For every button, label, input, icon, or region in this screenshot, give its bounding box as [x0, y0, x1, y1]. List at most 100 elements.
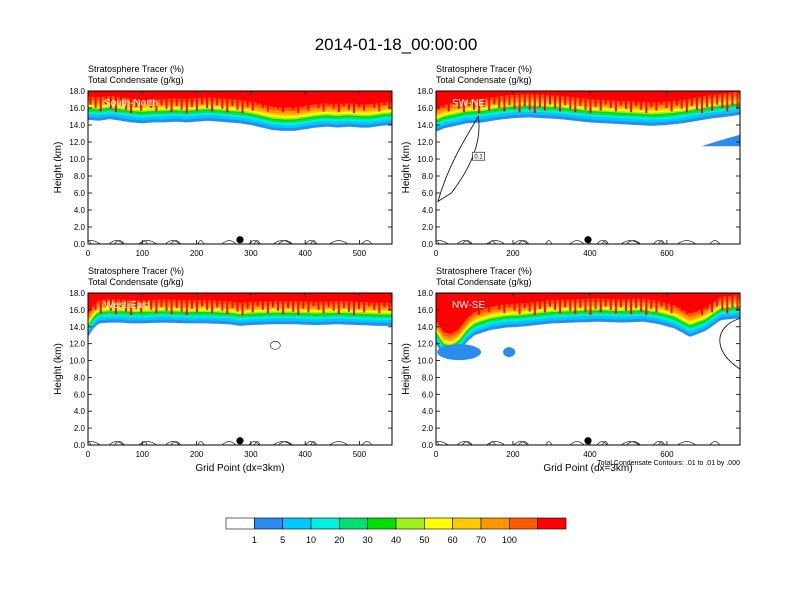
y-tick-label: 18.0: [69, 289, 85, 298]
colorbar-label: 20: [334, 535, 344, 545]
y-tick-label: 8.0: [422, 373, 434, 382]
y-tick-label: 12.0: [69, 340, 85, 349]
plot-area: [88, 91, 392, 244]
colorbar-label: 1: [252, 535, 257, 545]
colorbar-label: 30: [363, 535, 373, 545]
y-tick-label: 10.0: [417, 155, 433, 164]
y-tick-label: 8.0: [74, 172, 86, 181]
center-marker: [584, 236, 592, 244]
colorbar-swatch-9: [480, 517, 510, 530]
header-tracer: Stratosphere Tracer (%): [88, 266, 184, 276]
x-tick-label: 400: [298, 249, 312, 258]
y-tick-label: 6.0: [422, 189, 434, 198]
x-tick-label: 600: [660, 249, 674, 258]
y-axis-label: Height (km): [53, 142, 64, 194]
colorbar-label: 40: [391, 535, 401, 545]
cross-section-label: West-East: [104, 300, 150, 311]
colorbar-swatch-10: [509, 517, 538, 530]
y-tick-label: 8.0: [74, 373, 86, 382]
y-tick-label: 2.0: [74, 424, 86, 433]
figure-title: 2014-01-18_00:00:00: [315, 35, 478, 54]
x-tick-label: 400: [583, 450, 597, 459]
condensate-contours: [436, 441, 721, 445]
tracer-band-10: [88, 91, 392, 108]
panel-west-east: 0.0 2.0 4.0 6.0 8.0 10.0 12.0 14.0 16.0 18.0 0 100 2…: [53, 266, 393, 474]
y-tick-label: 12.0: [69, 138, 85, 147]
y-tick-label: 0.0: [74, 441, 86, 450]
x-tick-label: 0: [86, 249, 91, 258]
header-condensate: Total Condensate (g/kg): [88, 75, 184, 85]
x-tick-label: 200: [190, 450, 204, 459]
condensate-contours: [436, 240, 721, 244]
plot-frame: [435, 292, 741, 446]
colorbar-swatch-11: [537, 517, 567, 530]
y-tick-label: 2.0: [422, 223, 434, 232]
tracer-streaks: [89, 91, 391, 114]
y-tick-label: 0.0: [422, 441, 434, 450]
colorbar-swatch-4: [339, 517, 368, 530]
plot-frame: [435, 90, 741, 245]
plot-area: 0.1: [436, 91, 740, 244]
x-tick-label: 0: [434, 450, 439, 459]
x-tick-label: 0: [434, 249, 439, 258]
y-tick-label: 18.0: [69, 87, 85, 96]
colorbar-swatch-5: [367, 517, 397, 530]
tracer-band-10: [88, 293, 392, 314]
tracer-intrusion: [437, 344, 482, 361]
x-tick-label: 500: [353, 450, 367, 459]
y-tick-label: 6.0: [74, 189, 86, 198]
y-tick-label: 0.0: [74, 240, 86, 249]
y-tick-label: 4.0: [74, 206, 86, 215]
y-tick-label: 14.0: [69, 323, 85, 332]
contour-label-box: [472, 151, 485, 161]
y-tick-label: 4.0: [74, 407, 86, 416]
y-tick-label: 8.0: [422, 172, 434, 181]
x-tick-label: 200: [506, 249, 520, 258]
condensate-contour-large: [719, 317, 740, 370]
tracer-band-10: [436, 91, 740, 109]
condensate-contour-large: [437, 115, 480, 203]
center-marker: [236, 437, 244, 445]
tracer-band-9: [436, 293, 740, 338]
y-tick-label: 10.0: [417, 357, 433, 366]
plot-area: [436, 293, 740, 445]
y-tick-label: 14.0: [417, 323, 433, 332]
y-tick-label: 18.0: [417, 87, 433, 96]
colorbar-label: 50: [419, 535, 429, 545]
x-tick-label: 100: [136, 249, 150, 258]
colorbar-swatch-1: [254, 517, 283, 530]
colorbar-label: 60: [448, 535, 458, 545]
x-axis-label: Grid Point (dx=3km): [195, 463, 284, 474]
x-tick-label: 300: [244, 249, 258, 258]
y-tick-label: 12.0: [417, 340, 433, 349]
y-tick-label: 16.0: [417, 306, 433, 315]
y-tick-label: 0.0: [422, 240, 434, 249]
colorbar: 1 5 10 20 30 40 50 60 70 100: [225, 517, 567, 545]
tracer-streaks: [89, 293, 391, 315]
tracer-intrusion-small: [503, 347, 516, 358]
y-tick-label: 14.0: [69, 121, 85, 130]
y-tick-label: 6.0: [74, 390, 86, 399]
y-tick-label: 12.0: [417, 138, 433, 147]
x-axis-label: Grid Point (dx=3km): [543, 463, 632, 474]
cross-section-label: South-North: [104, 98, 158, 109]
y-tick-label: 2.0: [74, 223, 86, 232]
y-tick-label: 16.0: [417, 104, 433, 113]
header-tracer: Stratosphere Tracer (%): [88, 64, 184, 74]
tracer-band-10: [436, 293, 740, 334]
x-tick-label: 100: [136, 450, 150, 459]
header-condensate: Total Condensate (g/kg): [88, 277, 184, 287]
colorbar-swatch-0: [225, 517, 255, 530]
x-tick-label: 400: [583, 249, 597, 258]
contour-footnote: Total Condensate Contours: .01 to .01 by…: [597, 460, 740, 467]
cross-section-label: NW-SE: [452, 300, 485, 311]
header-tracer: Stratosphere Tracer (%): [436, 266, 532, 276]
panel-nw-se: 0.0 2.0 4.0 6.0 8.0 10.0 12.0 14.0 16.0 18.0 0 200 4…: [401, 266, 741, 474]
y-tick-label: 14.0: [417, 121, 433, 130]
x-tick-label: 300: [244, 450, 258, 459]
condensate-contour-small: [269, 341, 281, 350]
y-tick-label: 16.0: [69, 104, 85, 113]
y-tick-label: 10.0: [69, 155, 85, 164]
y-axis-label: Height (km): [401, 343, 412, 395]
